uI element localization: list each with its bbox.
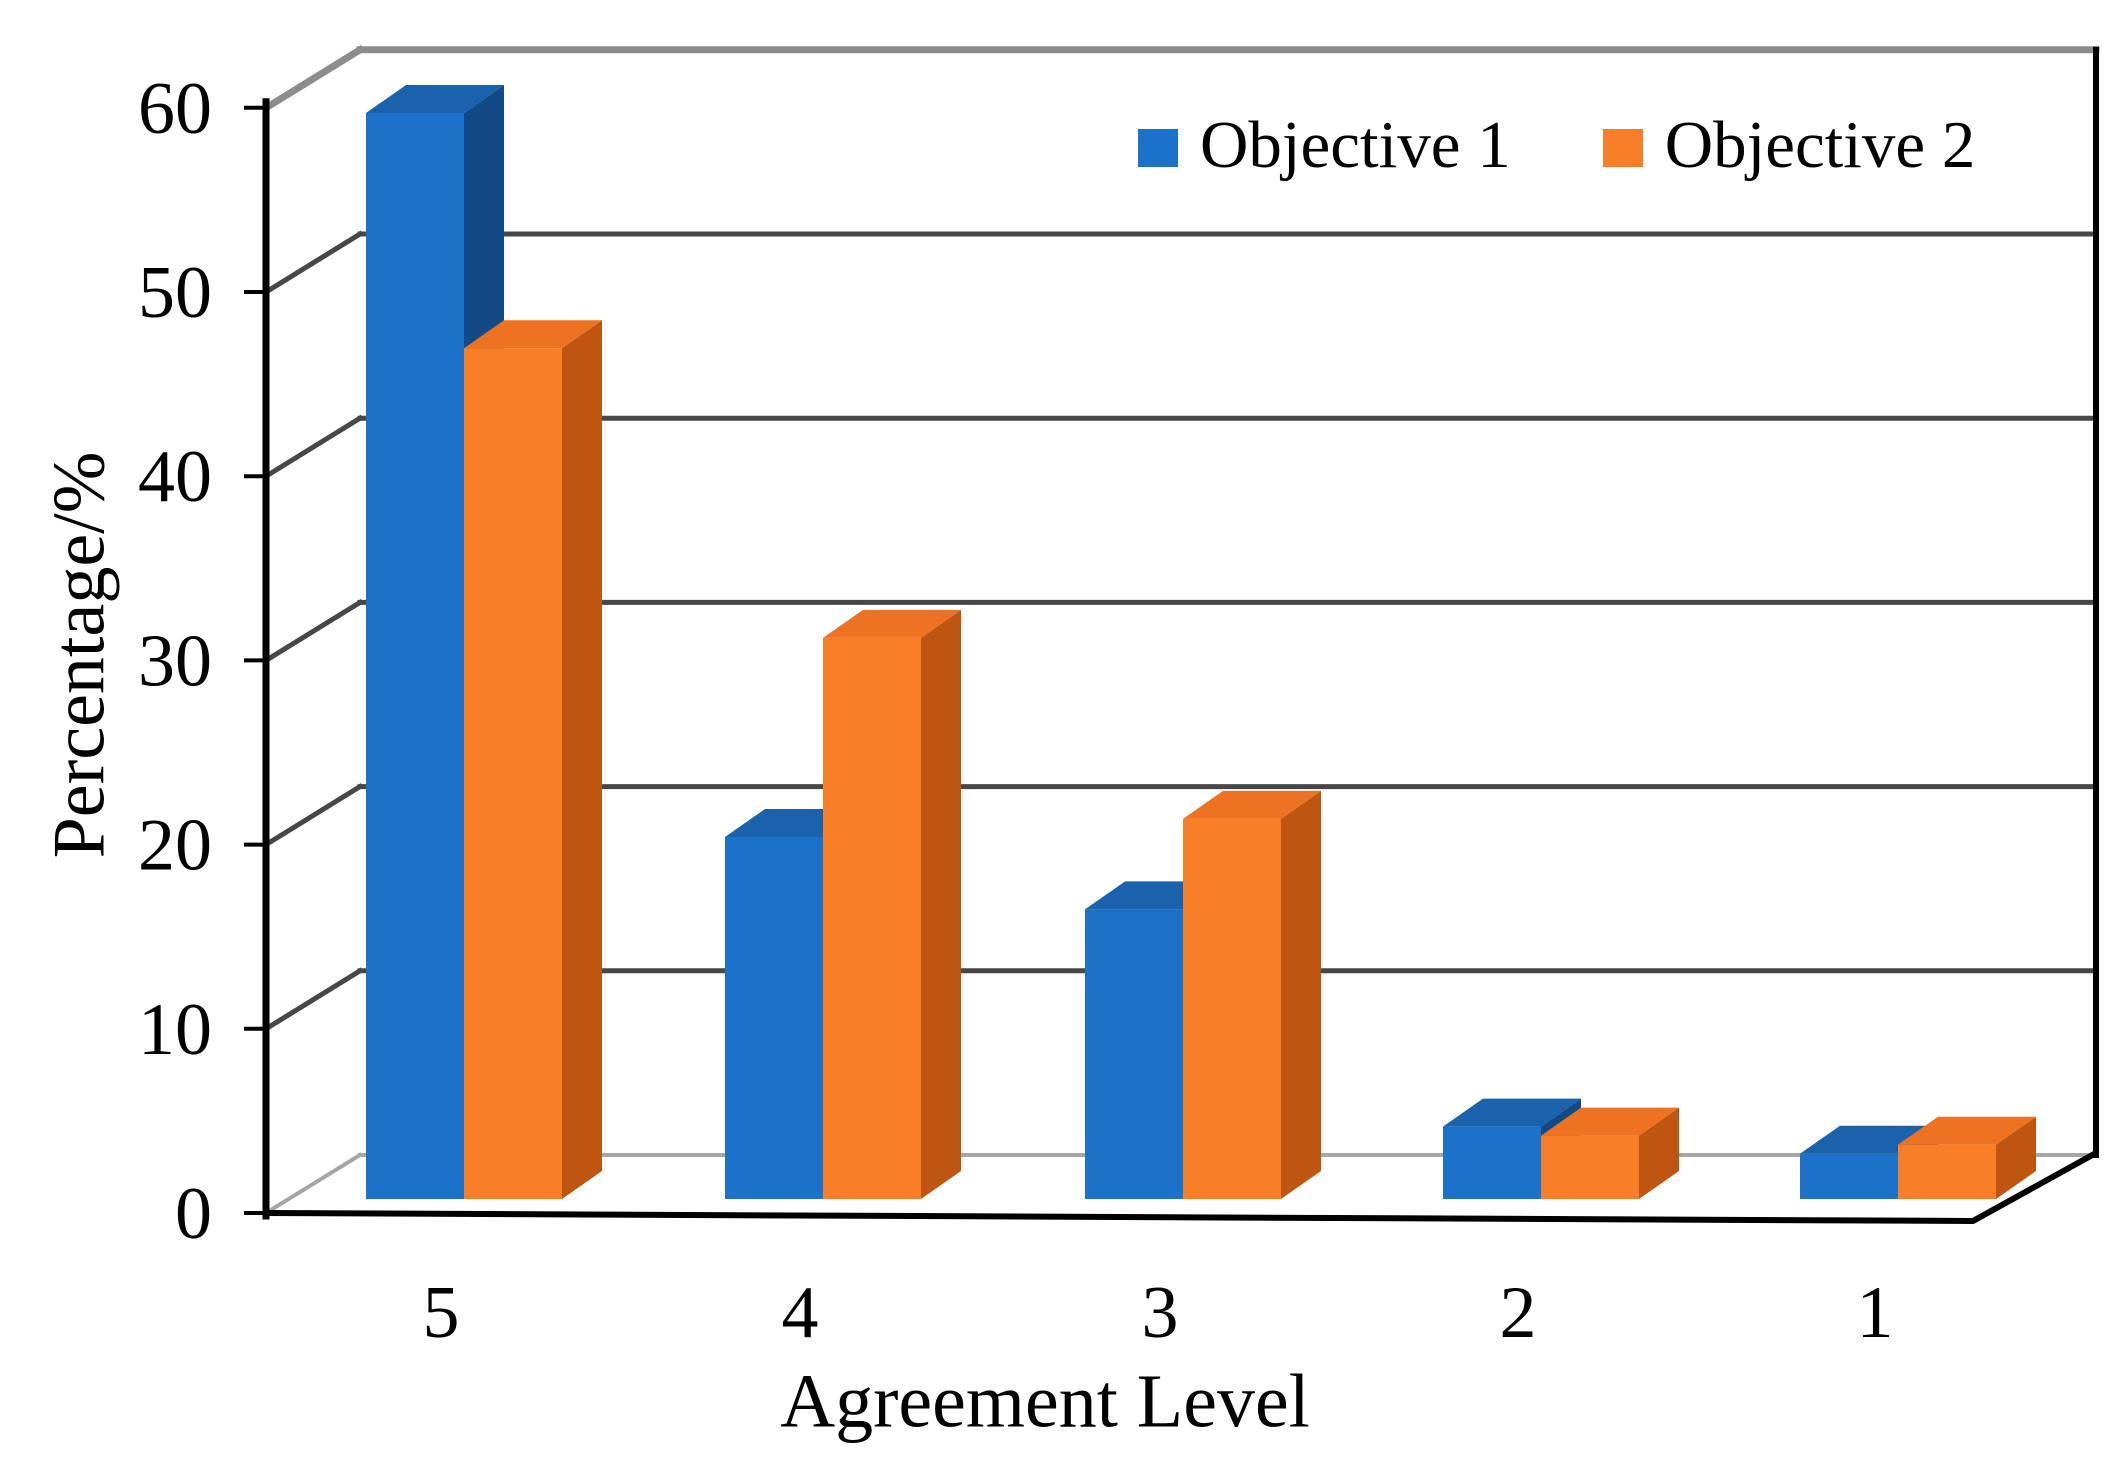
bars-layer bbox=[366, 85, 2036, 1199]
bar-objective-2-level-4 bbox=[823, 637, 921, 1199]
x-category-label-2: 2 bbox=[1500, 1272, 1537, 1354]
bar-objective-2-level-3-side bbox=[1281, 790, 1321, 1199]
gridline-connector-50 bbox=[262, 230, 364, 296]
bar-objective-2-level-1-top bbox=[1898, 1116, 2036, 1145]
legend-swatch-objective-1 bbox=[1138, 128, 1178, 167]
bar-objective-2-level-3 bbox=[1183, 818, 1281, 1199]
y-tick-label-50: 50 bbox=[138, 252, 212, 334]
y-tick-label-10: 10 bbox=[138, 989, 212, 1071]
legend-item-objective-1: Objective 1 bbox=[1138, 112, 1511, 179]
legend-label-objective-2: Objective 2 bbox=[1664, 108, 1976, 182]
bar-objective-2-level-2 bbox=[1541, 1135, 1639, 1199]
bar-objective-2-level-5-side bbox=[562, 320, 602, 1199]
bar-objective-1-level-5 bbox=[366, 113, 464, 1199]
bar-objective-2-level-5 bbox=[464, 348, 562, 1199]
y-tick-label-20: 20 bbox=[138, 805, 212, 887]
y-tick-label-60: 60 bbox=[138, 68, 212, 150]
gridline-connector-20 bbox=[262, 783, 364, 849]
gridline-connector-60 bbox=[261, 44, 365, 113]
y-tick-label-0: 0 bbox=[175, 1173, 212, 1255]
category-labels-layer: 5 4 3 2 1 bbox=[423, 1272, 1894, 1354]
gridline-connector-0 bbox=[263, 1152, 363, 1216]
gridline-connector-40 bbox=[262, 414, 364, 480]
bar-objective-2-level-4-side bbox=[921, 609, 961, 1199]
bar-objective-1-level-2 bbox=[1443, 1126, 1541, 1199]
bar-objective-2-level-2-top bbox=[1541, 1107, 1679, 1136]
legend-item-objective-2: Objective 2 bbox=[1602, 108, 1976, 182]
gridlines-layer bbox=[261, 44, 2100, 1216]
bar-objective-1-level-1 bbox=[1800, 1153, 1898, 1199]
x-axis-title: Agreement Level bbox=[780, 1359, 1310, 1444]
bar-objective-2-level-1 bbox=[1898, 1144, 1996, 1199]
y-tick-labels-layer: 0 10 20 30 40 50 60 bbox=[138, 68, 212, 1255]
floor-front-edge bbox=[265, 1150, 2098, 1225]
bar-objective-2-level-4-top bbox=[823, 609, 961, 638]
x-category-label-3: 3 bbox=[1142, 1272, 1179, 1354]
x-category-label-4: 4 bbox=[782, 1272, 819, 1354]
legend: Objective 1 Objective 2 bbox=[1138, 112, 1975, 179]
gridline-connector-10 bbox=[262, 967, 364, 1033]
axes-frame-layer bbox=[244, 46, 2099, 1225]
bar-objective-1-level-5-top bbox=[366, 85, 504, 113]
bar-objective-2-level-1-side bbox=[1996, 1116, 2036, 1199]
gridline-connector-30 bbox=[262, 598, 364, 664]
y-tick-label-30: 30 bbox=[138, 620, 212, 702]
bar-objective-2-level-5-top bbox=[464, 320, 602, 349]
bar-objective-1-level-3 bbox=[1085, 909, 1183, 1199]
y-axis-title: Percentage/% bbox=[38, 451, 121, 859]
legend-label-objective-1: Objective 1 bbox=[1200, 108, 1511, 182]
bar-objective-1-level-4 bbox=[725, 837, 823, 1199]
legend-swatch-objective-2 bbox=[1602, 128, 1643, 167]
x-category-label-5: 5 bbox=[423, 1272, 460, 1354]
y-tick-label-40: 40 bbox=[138, 436, 212, 518]
bar-objective-2-level-2-side bbox=[1639, 1107, 1679, 1199]
x-category-label-1: 1 bbox=[1857, 1272, 1894, 1354]
bar-objective-1-level-2-top bbox=[1443, 1098, 1581, 1127]
bar-objective-2-level-3-top bbox=[1183, 790, 1321, 819]
